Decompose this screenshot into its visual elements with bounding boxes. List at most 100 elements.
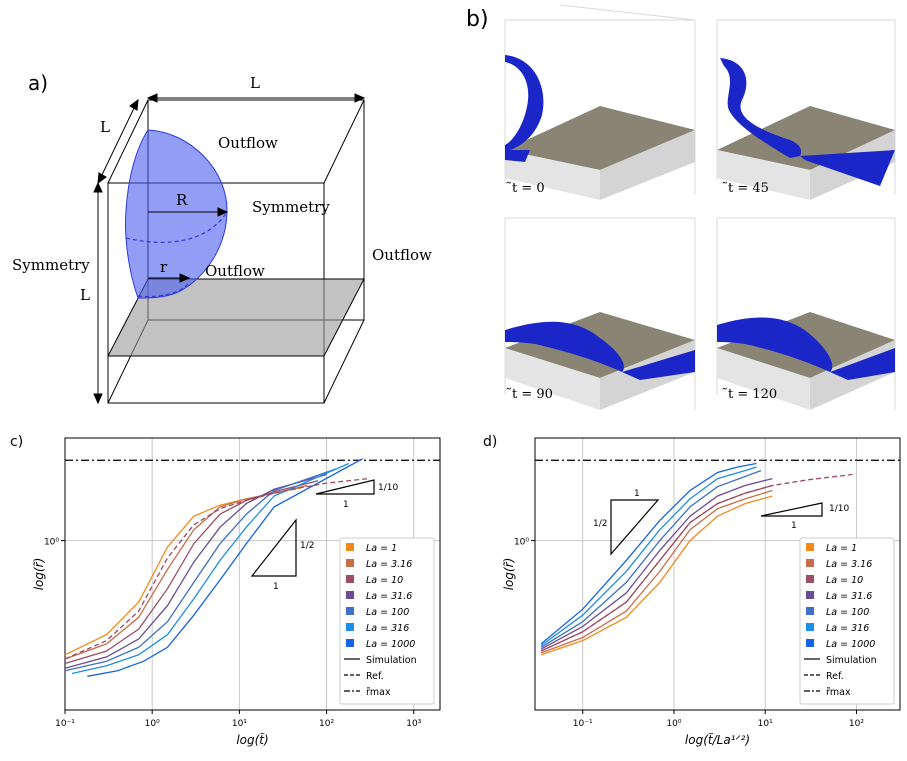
snapshot-frame-4: ̃t = 120: [716, 217, 896, 410]
legend-label: Ref.: [826, 671, 844, 682]
legend-swatch: [806, 607, 814, 615]
legend-box: [339, 537, 435, 705]
contact-line: [137, 283, 189, 298]
reference-line: [64, 477, 369, 660]
dim-side-label: L: [100, 118, 110, 136]
slope-steep-rise-label: 1/2: [593, 519, 607, 529]
frame-1-time: ̃t = 0: [506, 181, 545, 196]
panel-a-label: a): [28, 71, 48, 95]
x-tick-label: 10¹: [758, 719, 773, 729]
snapshot-frame-2: ̃t = 45: [716, 19, 896, 200]
dim-top-label: L: [250, 74, 260, 92]
symmetry-right-label: Symmetry: [252, 198, 330, 216]
legend-label: La = 10: [826, 575, 863, 586]
legend-swatch: [806, 623, 814, 631]
legend-label: La = 10: [366, 575, 403, 586]
series-line-La=1000: [87, 458, 364, 677]
radius-arrow-big: [148, 207, 229, 217]
legend-swatch: [346, 575, 354, 583]
panel-b: b) ̃t = 0 ̃t = 45: [466, 4, 896, 410]
legend-swatch: [346, 591, 354, 599]
legend-label: Ref.: [366, 671, 384, 682]
y-tick-label: 10⁰: [44, 538, 59, 548]
snapshot-frame-3: ̃t = 90: [504, 217, 696, 410]
legend-label: La = 1000: [826, 639, 875, 650]
y-axis-label: log(r̃): [32, 558, 46, 591]
slope-triangle-steep: [610, 499, 660, 556]
legend-swatch: [806, 639, 814, 647]
slope-steep-run-label: 1: [273, 582, 279, 592]
legend-label: r̃max: [366, 687, 391, 698]
radius-small-label: r: [160, 258, 168, 276]
series-line-La=100: [540, 469, 762, 648]
series-line-La=1000: [540, 462, 757, 645]
x-tick-label: 10³: [406, 719, 421, 729]
chart-c: 10⁻¹ 10⁰ 10¹ 10² 10³ 10⁰ log(t̃) log(r̃) La = 1 L…: [32, 437, 441, 747]
slope-shallow-rise-label: 1/10: [378, 483, 398, 493]
droplet-shape: [125, 129, 228, 299]
reference-line: [540, 473, 853, 652]
plot-frame: [64, 437, 441, 711]
legend-label: La = 100: [826, 607, 869, 618]
outflow-top-label: Outflow: [218, 134, 278, 152]
radius-arrow-small: [148, 273, 191, 283]
series-line-La=100: [64, 468, 337, 672]
frame-4-time: ̃t = 120: [722, 387, 777, 402]
frame-2-time: ̃t = 45: [722, 181, 769, 196]
dim-left-label: L: [80, 286, 90, 304]
legend-swatch: [346, 607, 354, 615]
frame-3-time: ̃t = 90: [506, 387, 553, 402]
outflow-mid-label: Outflow: [205, 262, 265, 280]
panel-c: c) 10⁻¹ 10⁰ 10¹ 10² 10³ 10⁰ log(t̃) log(r̃) La =…: [10, 434, 441, 747]
series-line-La=1: [540, 495, 773, 656]
x-tick-label: 10⁻¹: [55, 719, 75, 729]
legend-box: [799, 537, 895, 705]
series-line-La=31.6: [64, 473, 327, 669]
legend-swatch: [806, 591, 814, 599]
legend-label: Simulation: [366, 655, 417, 666]
legend-label: La = 3.16: [826, 559, 872, 570]
legend-swatch: [806, 575, 814, 583]
panel-b-label: b): [466, 7, 489, 32]
series-line-La=316: [540, 466, 757, 647]
x-tick-label: 10¹: [232, 719, 247, 729]
panel-d-label: d): [483, 434, 497, 450]
plot-frame: [534, 437, 901, 711]
legend-label: La = 1: [366, 543, 397, 554]
legend-swatch: [346, 559, 354, 567]
slope-shallow-run-label: 1: [791, 521, 797, 531]
legend-label: La = 316: [366, 623, 409, 634]
x-axis-label: log(t̃/La¹ᐟ²): [685, 733, 750, 747]
legend-label: La = 100: [366, 607, 409, 618]
legend-label: La = 1000: [366, 639, 415, 650]
panel-a: a) R r: [12, 71, 432, 405]
slope-triangle-shallow: [760, 502, 823, 517]
legend-label: r̃max: [826, 687, 851, 698]
legend-label: La = 31.6: [826, 591, 872, 602]
y-tick-label: 10⁰: [514, 538, 529, 548]
x-tick-label: 10⁰: [145, 719, 160, 729]
y-axis-label: log(r̃): [502, 558, 516, 591]
legend-label: Simulation: [826, 655, 877, 666]
x-axis-label: log(t̃): [236, 733, 268, 747]
series-line-La=3.16: [540, 489, 773, 654]
dimension-side-arrow: [97, 98, 139, 185]
slope-steep-rise-label: 1/2: [300, 541, 314, 551]
slope-steep-run-label: 1: [634, 489, 640, 499]
series-line-La=316: [71, 462, 350, 675]
slope-triangle-shallow: [315, 479, 375, 495]
dimension-top-arrow: [146, 93, 366, 103]
legend-swatch: [346, 543, 354, 551]
panel-d: d) 10⁻¹ 10⁰ 10¹ 10² 10⁰ log(t̃/La¹ᐟ²) log(r̃) L…: [483, 434, 901, 747]
legend-swatch: [806, 559, 814, 567]
radius-big-label: R: [176, 191, 188, 209]
snapshot-frame-1: ̃t = 0: [504, 4, 696, 200]
legend-swatch: [346, 639, 354, 647]
x-tick-label: 10⁰: [666, 719, 681, 729]
dimension-left-arrow: [93, 181, 103, 405]
substrate-plane: [107, 278, 365, 357]
outflow-right-label: Outflow: [372, 246, 432, 264]
legend-label: La = 31.6: [366, 591, 412, 602]
x-tick-label: 10²: [849, 719, 864, 729]
